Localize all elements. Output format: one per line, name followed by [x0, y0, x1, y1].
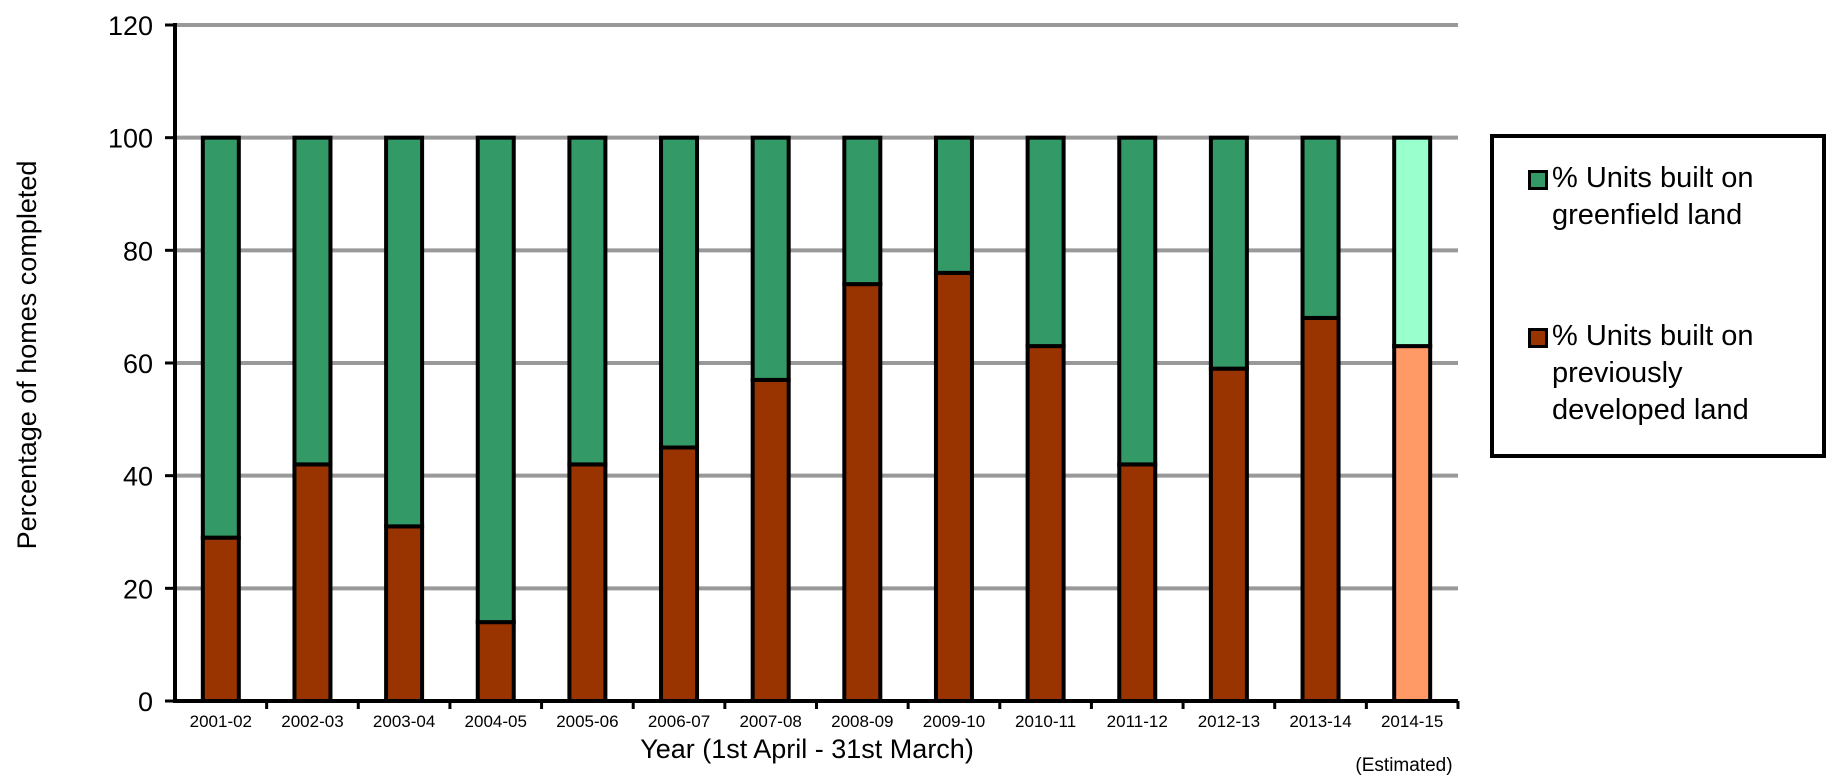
bar-2010-11-series-1 — [1025, 135, 1066, 349]
x-tick-label-2001-02: 2001-02 — [190, 712, 252, 731]
x-tick-label-2004-05: 2004-05 — [465, 712, 527, 731]
y-tick-label-80: 80 — [123, 236, 153, 266]
x-tick-label-2010-11: 2010-11 — [1015, 712, 1076, 731]
x-tick-labels: 2001-02 2002-03 2003-04 2004-05 2005-06 2006-… — [190, 701, 1460, 731]
bar-2010-11-series-0 — [1025, 344, 1066, 703]
bar-2002-03-series-1 — [292, 135, 333, 467]
x-tick-label-2008-09: 2008-09 — [831, 712, 893, 731]
bar-2009-10-series-1 — [933, 135, 974, 275]
x-tick-label-2014-15: 2014-15 — [1381, 712, 1443, 731]
legend-label-previously-developed: % Units built on previously developed la… — [1552, 320, 1754, 426]
bar-2009-10-series-0 — [933, 270, 974, 703]
y-tick-label-60: 60 — [123, 349, 153, 379]
bar-2011-12-series-0 — [1117, 462, 1158, 703]
y-axis-label: Percentage of homes completed — [12, 161, 42, 550]
legend-item-previously-developed: % Units built on previously developed la… — [1528, 318, 1820, 429]
legend-label-greenfield: % Units built on greenfield land — [1552, 162, 1754, 231]
bar-2003-04-series-1 — [384, 135, 425, 529]
x-tick-label-2011-12: 2011-12 — [1107, 712, 1168, 731]
x-tick-label-2007-08: 2007-08 — [739, 712, 801, 731]
bar-2003-04-series-0 — [384, 524, 425, 703]
legend-swatch-greenfield — [1528, 170, 1548, 190]
bar-2006-07-series-1 — [659, 135, 700, 450]
bar-2012-13-series-1 — [1208, 135, 1249, 371]
y-tick-label-20: 20 — [123, 574, 153, 604]
x-tick-label-2009-10: 2009-10 — [923, 712, 985, 731]
bar-2012-13-series-0 — [1208, 366, 1249, 703]
y-tick-label-120: 120 — [108, 11, 153, 41]
bar-2007-08-series-1 — [750, 135, 791, 382]
x-tick-label-2005-06: 2005-06 — [556, 712, 618, 731]
bar-2011-12-series-1 — [1117, 135, 1158, 467]
legend-item-greenfield: % Units built on greenfield land — [1528, 160, 1820, 234]
x-tick-label-2013-14: 2013-14 — [1289, 712, 1351, 731]
x-tick-label-2012-13: 2012-13 — [1198, 712, 1260, 731]
x-tick-label-2006-07: 2006-07 — [648, 712, 710, 731]
y-tick-label-40: 40 — [123, 462, 153, 492]
x-tick-label-2003-04: 2003-04 — [373, 712, 435, 731]
bar-2006-07-series-0 — [659, 445, 700, 703]
legend-swatch-previously-developed — [1528, 328, 1548, 348]
bar-2014-15-series-1 — [1392, 135, 1433, 349]
bar-2013-14-series-0 — [1300, 315, 1341, 703]
bar-2001-02-series-1 — [200, 135, 241, 540]
x-tick-label-2002-03: 2002-03 — [281, 712, 343, 731]
bar-2014-15-series-0 — [1392, 344, 1433, 703]
y-tick-label-100: 100 — [108, 124, 153, 154]
x-axis-label: Year (1st April - 31st March) — [640, 734, 974, 764]
bars — [200, 135, 1433, 704]
bar-2002-03-series-0 — [292, 462, 333, 703]
bar-2004-05-series-1 — [475, 135, 516, 625]
bar-2005-06-series-0 — [567, 462, 608, 703]
bar-2005-06-series-1 — [567, 135, 608, 467]
legend: % Units built on greenfield land % Units… — [1490, 134, 1826, 458]
bar-2008-09-series-1 — [842, 135, 883, 287]
bar-2008-09-series-0 — [842, 282, 883, 703]
bar-2001-02-series-0 — [200, 535, 241, 704]
y-tick-label-0: 0 — [138, 687, 153, 717]
gridlines — [165, 23, 1458, 703]
bar-2013-14-series-1 — [1300, 135, 1341, 320]
estimated-note: (Estimated) — [1355, 755, 1452, 776]
y-tick-labels: 0 20 40 60 80 100 120 — [108, 11, 153, 717]
bar-2007-08-series-0 — [750, 377, 791, 703]
bar-2004-05-series-0 — [475, 620, 516, 704]
